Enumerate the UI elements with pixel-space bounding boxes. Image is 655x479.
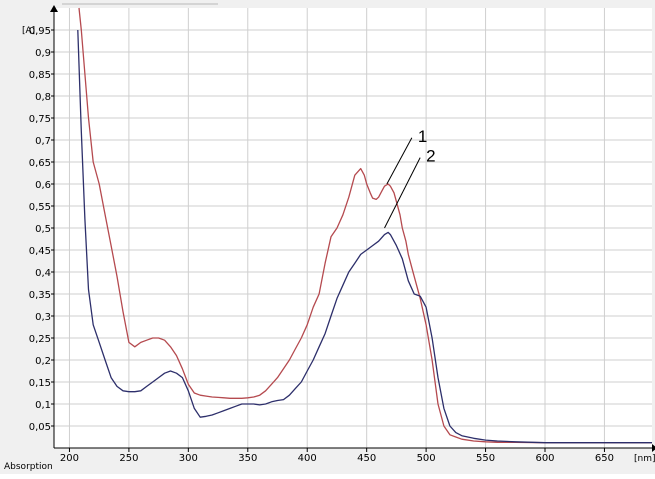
annotation-leader-1 [386,137,413,185]
y-tick-label: 0,25 [29,334,51,345]
x-tick-label: 400 [298,453,317,464]
y-tick-label: 0,8 [35,92,51,103]
y-tick-label: 0,75 [29,114,51,125]
y-unit-label: [A] [22,26,35,36]
y-tick-label: 0,7 [35,136,51,147]
y-tick-label: 0,05 [29,422,51,433]
x-tick-label: 650 [595,453,614,464]
y-tick-label: 0,9 [35,48,51,59]
y-tick-label: 0,35 [29,290,51,301]
y-tick-label: 0,95 [29,26,51,37]
y-axis-arrow-icon [50,5,58,12]
y-tick-label: 0,55 [29,202,51,213]
series-line-2 [77,29,652,444]
annotation-leader-2 [384,157,421,229]
x-axis-arrow-icon [652,444,655,452]
x-tick-label: 300 [179,453,198,464]
series-layer [77,7,652,444]
y-tick-label: 0,3 [35,312,51,323]
x-tick-label: 500 [417,453,436,464]
annotation-label-1: 1 [418,127,427,146]
y-tick-label: 0,65 [29,158,51,169]
x-tick-label: 600 [535,453,554,464]
y-tick-label: 0,2 [35,356,51,367]
x-tick-label: 550 [476,453,495,464]
series-line-1 [78,7,652,444]
y-tick-label: 0,4 [35,268,51,279]
axes [50,5,655,452]
y-tick-label: 0,5 [35,224,51,235]
x-unit-label: [nm] [634,454,655,464]
y-tick-label: 0,1 [35,400,51,411]
y-tick-label: 0,15 [29,378,51,389]
y-tick-label: 0,45 [29,246,51,257]
y-tick-label: 0,6 [35,180,51,191]
x-tick-label: 200 [60,453,79,464]
x-tick-label: 450 [357,453,376,464]
x-tick-label: 350 [238,453,257,464]
x-tick-label: 250 [119,453,138,464]
tick-labels: 200 250 300 350 400 450 500 550 600 650 0,05 0,1 0,1… [29,26,614,464]
annotation-label-2: 2 [426,147,435,166]
y-tick-label: 0,85 [29,70,51,81]
annotation-layer: 12 [384,127,436,229]
y-axis-title: Absorption [4,462,53,472]
